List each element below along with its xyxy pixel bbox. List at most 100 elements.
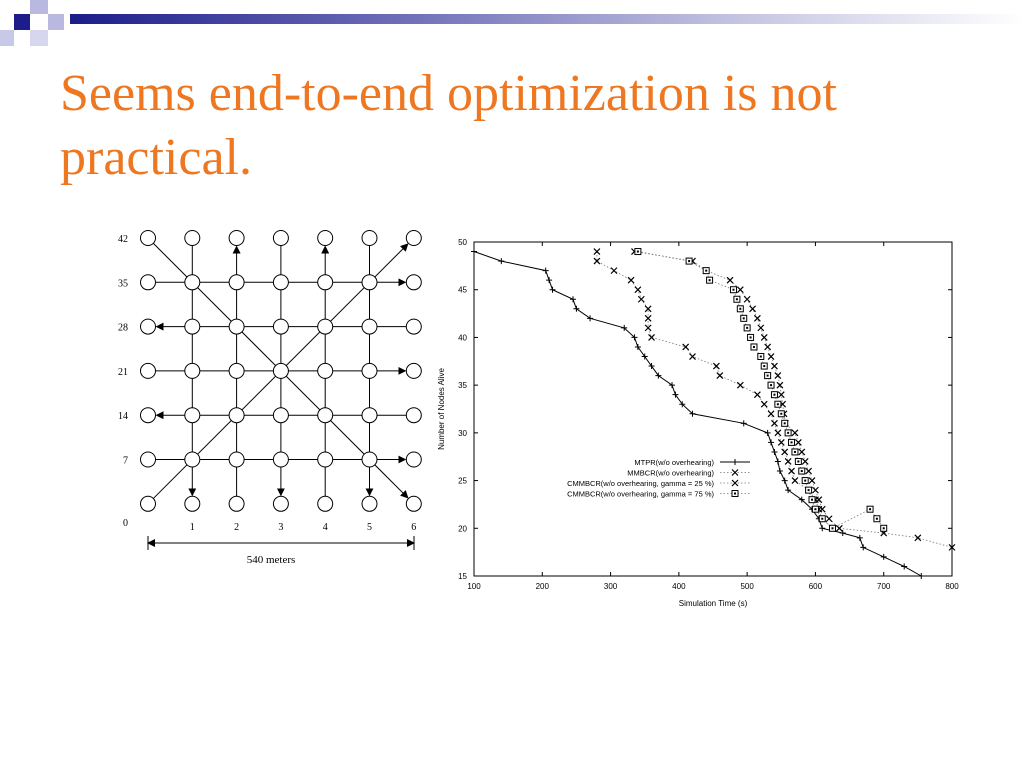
grid-node	[140, 274, 156, 291]
data-point-center	[875, 517, 878, 520]
data-point	[856, 534, 863, 541]
data-point	[542, 267, 549, 274]
data-point	[777, 391, 785, 399]
chart-legend: MTPR(w/o overhearing) MMBCR(w/o overheari…	[567, 458, 750, 499]
data-point	[774, 429, 782, 437]
grid-x-tick-label: 2	[234, 522, 239, 533]
data-point	[798, 496, 805, 503]
data-point	[774, 372, 782, 380]
data-point-center	[752, 345, 755, 348]
data-point	[801, 458, 809, 465]
grid-node	[140, 451, 156, 468]
grid-topology-diagram: 42 35 28 21 14 7 0 1 2 3 4 5 6 540 meters	[118, 230, 422, 566]
corner-square-light	[30, 0, 48, 14]
grid-x-labels: 1 2 3 4 5 6	[190, 522, 416, 533]
grid-x-tick-label: 6	[411, 522, 416, 533]
data-point	[712, 362, 720, 370]
grid-x-tick-label: 4	[323, 522, 328, 533]
data-point	[784, 458, 792, 465]
data-point-center	[773, 393, 776, 396]
grid-nodes	[140, 230, 422, 512]
data-point	[736, 381, 744, 389]
x-axis-title: Simulation Time (s)	[679, 599, 748, 608]
data-point	[860, 544, 867, 551]
grid-node	[228, 451, 245, 468]
grid-node	[184, 407, 201, 424]
y-tick-label: 20	[458, 524, 467, 533]
grid-x-tick-label: 3	[278, 522, 283, 533]
page-title: Seems end-to-end optimization is not pra…	[60, 65, 837, 186]
grid-node	[361, 495, 378, 512]
data-point	[808, 477, 816, 484]
x-tick-label: 800	[945, 582, 959, 591]
y-tick-label: 40	[458, 333, 467, 342]
data-point	[743, 295, 751, 303]
grid-node	[405, 230, 422, 246]
grid-node	[228, 495, 245, 512]
data-point	[648, 363, 655, 370]
data-point	[621, 324, 628, 331]
y-axis-title: Number of Nodes Alive	[437, 368, 446, 450]
data-point	[732, 459, 738, 465]
data-point	[740, 420, 747, 427]
grid-node	[184, 362, 201, 379]
chart-series	[471, 248, 956, 579]
data-point-center	[763, 365, 766, 368]
legend-label: MTPR(w/o overhearing)	[634, 458, 714, 467]
data-point-center	[742, 317, 745, 320]
data-point	[498, 258, 505, 265]
data-point-center	[734, 492, 736, 495]
data-point	[798, 448, 806, 456]
data-point-center	[780, 412, 783, 415]
data-point	[781, 477, 788, 484]
data-point-center	[749, 336, 752, 339]
grid-node	[184, 274, 201, 291]
series-line	[634, 251, 953, 548]
data-point	[839, 530, 846, 537]
data-point	[731, 469, 739, 476]
data-point	[627, 276, 635, 284]
grid-node	[361, 230, 378, 246]
grid-node	[228, 318, 245, 335]
grid-node	[140, 230, 156, 246]
data-point	[587, 315, 594, 322]
data-point	[791, 429, 799, 437]
x-tick-label: 100	[467, 582, 481, 591]
data-point-center	[821, 517, 824, 520]
data-point	[764, 343, 772, 351]
grid-node	[317, 274, 334, 291]
data-point	[570, 296, 577, 303]
grid-y-tick-label: 0	[123, 518, 128, 529]
grid-node	[361, 407, 378, 424]
data-point	[825, 515, 833, 523]
data-point	[689, 410, 696, 417]
data-point	[641, 353, 648, 360]
data-point	[767, 410, 775, 418]
grid-node	[405, 407, 422, 424]
grid-node	[228, 362, 245, 379]
x-tick-label: 200	[536, 582, 550, 591]
data-point-center	[746, 326, 749, 329]
data-point	[731, 479, 739, 487]
data-point-center	[735, 298, 738, 301]
data-point	[771, 448, 778, 455]
grid-node	[272, 495, 289, 512]
grid-node	[228, 407, 245, 424]
data-point-center	[790, 441, 793, 444]
y-tick-label: 50	[458, 238, 467, 247]
data-point	[593, 257, 601, 265]
corner-square-dark	[0, 30, 14, 46]
x-tick-label: 300	[604, 582, 618, 591]
data-point	[819, 525, 826, 532]
data-point-center	[831, 527, 834, 530]
grid-node	[317, 362, 334, 379]
data-point	[948, 543, 956, 551]
data-point	[777, 438, 785, 446]
series-line	[473, 251, 922, 577]
data-point	[785, 487, 792, 494]
data-point	[768, 439, 775, 446]
data-point	[764, 429, 771, 436]
x-tick-label: 400	[672, 582, 686, 591]
data-point	[679, 401, 686, 408]
data-point	[634, 286, 642, 294]
